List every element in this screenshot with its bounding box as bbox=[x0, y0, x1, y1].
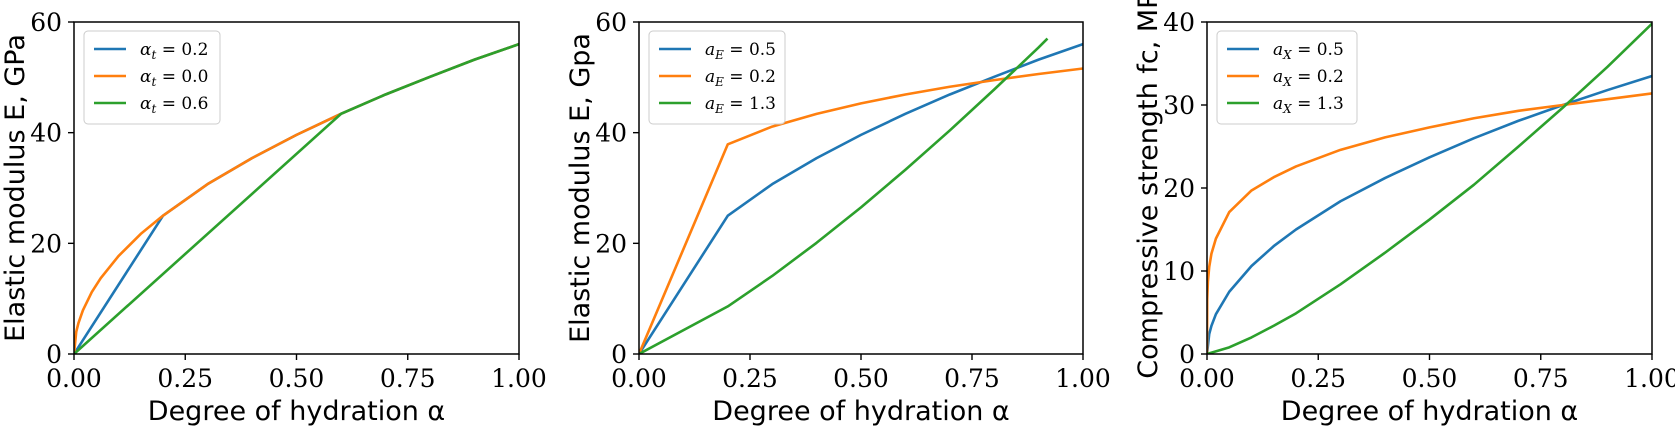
y-tick-label: 20 bbox=[30, 229, 62, 258]
series-line-0 bbox=[1207, 74, 1652, 354]
x-tick-label: 0.25 bbox=[157, 364, 213, 393]
y-tick-label: 40 bbox=[595, 119, 627, 148]
y-tick-label: 60 bbox=[30, 8, 62, 37]
legend: aE = 0.5 aE = 0.2 aE = 1.3 bbox=[648, 30, 786, 125]
x-tick-label: 0.00 bbox=[611, 364, 667, 393]
series-line-2 bbox=[74, 42, 519, 354]
x-tick-label: 0.50 bbox=[269, 364, 325, 393]
chart-elastic-modulus-alpha-t: 0.00 0.25 0.50 0.75 1.00 0 20 40 60 Degree of hyd… bbox=[0, 8, 547, 427]
chart-elastic-modulus-a-e: 0.00 0.25 0.50 0.75 1.00 0 20 40 60 Degree of hyd… bbox=[565, 8, 1111, 427]
x-axis-label: Degree of hydration α bbox=[712, 396, 1009, 427]
series-group bbox=[1207, 22, 1652, 354]
x-tick-label: 0.75 bbox=[944, 364, 1000, 393]
legend-entry-label: aE = 1.3 bbox=[705, 94, 776, 116]
series-line-2 bbox=[1207, 22, 1652, 354]
x-tick-label: 0.75 bbox=[1513, 364, 1569, 393]
x-tick-label: 0.75 bbox=[380, 364, 436, 393]
legend-frame bbox=[1216, 30, 1358, 125]
legend-entry-label: αt = 0.6 bbox=[140, 94, 208, 116]
y-axis-label: Compressive strength fc, MPa bbox=[1133, 0, 1164, 379]
legend-entry-label: aX = 0.2 bbox=[1273, 67, 1344, 89]
legend-entry-label: aX = 1.3 bbox=[1273, 94, 1344, 116]
y-axis-label: Elastic modulus E, Gpa bbox=[565, 33, 596, 343]
series-line-2 bbox=[639, 37, 1049, 354]
x-tick-label: 0.50 bbox=[1402, 364, 1458, 393]
x-tick-label: 1.00 bbox=[491, 364, 547, 393]
y-tick-label: 0 bbox=[611, 340, 627, 369]
y-tick-label: 40 bbox=[1163, 8, 1195, 37]
legend: αt = 0.2 αt = 0.0 αt = 0.6 bbox=[83, 30, 221, 125]
y-tick-label: 0 bbox=[46, 340, 62, 369]
legend-entry-label: aX = 0.5 bbox=[1273, 40, 1344, 62]
x-axis-label: Degree of hydration α bbox=[148, 396, 445, 427]
legend-entry-label: aE = 0.2 bbox=[705, 67, 776, 89]
x-tick-label: 0.00 bbox=[1179, 364, 1235, 393]
y-tick-label: 20 bbox=[1163, 174, 1195, 203]
x-tick-label: 0.25 bbox=[1290, 364, 1346, 393]
legend-entry-label: aE = 0.5 bbox=[705, 40, 776, 62]
legend-frame bbox=[648, 30, 786, 125]
series-group bbox=[74, 42, 519, 354]
x-tick-label: 0.25 bbox=[722, 364, 778, 393]
legend: aX = 0.5 aX = 0.2 aX = 1.3 bbox=[1216, 30, 1358, 125]
legend-frame bbox=[83, 30, 221, 125]
y-tick-label: 20 bbox=[595, 229, 627, 258]
x-tick-label: 0.00 bbox=[46, 364, 102, 393]
series-line-1 bbox=[639, 67, 1083, 354]
y-tick-label: 0 bbox=[1179, 340, 1195, 369]
x-axis-label: Degree of hydration α bbox=[1281, 396, 1578, 427]
legend-entry-label: αt = 0.0 bbox=[140, 67, 208, 89]
x-tick-label: 1.00 bbox=[1055, 364, 1111, 393]
legend-entry-label: αt = 0.2 bbox=[140, 40, 208, 62]
x-tick-label: 0.50 bbox=[833, 364, 889, 393]
x-tick-label: 1.00 bbox=[1624, 364, 1675, 393]
chart-compressive-strength-a-x: 0.00 0.25 0.50 0.75 1.00 0 10 20 30 40 Degree of h… bbox=[1133, 0, 1675, 427]
y-tick-label: 60 bbox=[595, 8, 627, 37]
y-axis-label: Elastic modulus E, GPa bbox=[0, 34, 31, 342]
y-tick-label: 10 bbox=[1163, 257, 1195, 286]
y-tick-label: 30 bbox=[1163, 91, 1195, 120]
y-tick-label: 40 bbox=[30, 119, 62, 148]
series-line-1 bbox=[1207, 92, 1652, 354]
series-group bbox=[639, 37, 1083, 354]
